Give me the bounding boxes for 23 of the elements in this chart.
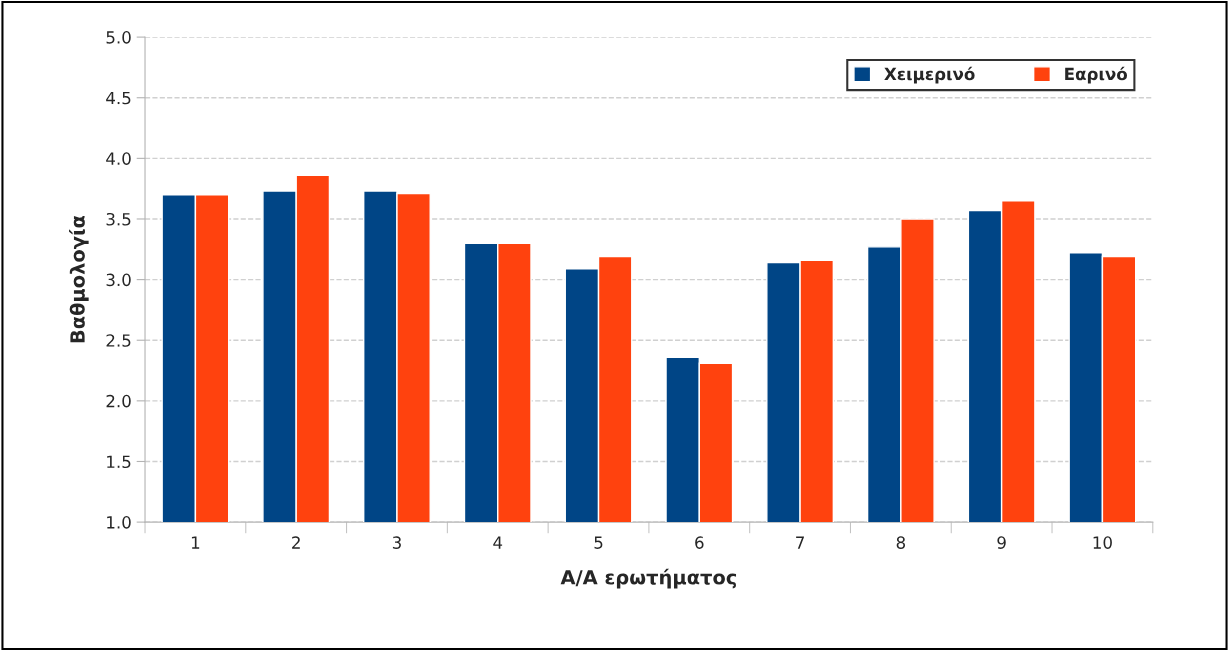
x-tick-label: 3 [392,536,401,549]
y-tick-label: 4.5 [106,91,131,105]
x-tick-label: 6 [695,536,704,549]
legend-label: Εαρινό [1065,66,1128,84]
y-tick-label: 2.5 [106,334,131,347]
y-tick-label: 4.0 [106,152,131,165]
x-tick-label: 7 [796,536,804,549]
x-tick-label: 9 [997,536,1006,549]
y-tick-label: 1.0 [107,516,131,529]
y-tick-label: 1.5 [107,455,131,469]
x-axis-title: Α/Α ερωτήματος [560,568,737,589]
y-tick-label: 5.0 [106,31,131,44]
y-tick-label: 2.0 [106,394,131,408]
legend-label: Χειμερινό [884,66,975,84]
x-tick-label: 8 [896,536,906,549]
x-tick-label: 1 [191,536,200,549]
x-tick-label: 2 [292,536,300,549]
y-axis-title: Βαθμολογία [69,215,89,343]
x-tick-label: 10 [1093,536,1112,549]
y-tick-label: 3.5 [106,212,131,226]
x-tick-label: 4 [493,536,503,549]
y-tick-label: 3.0 [106,273,131,287]
x-tick-label: 5 [594,536,603,549]
